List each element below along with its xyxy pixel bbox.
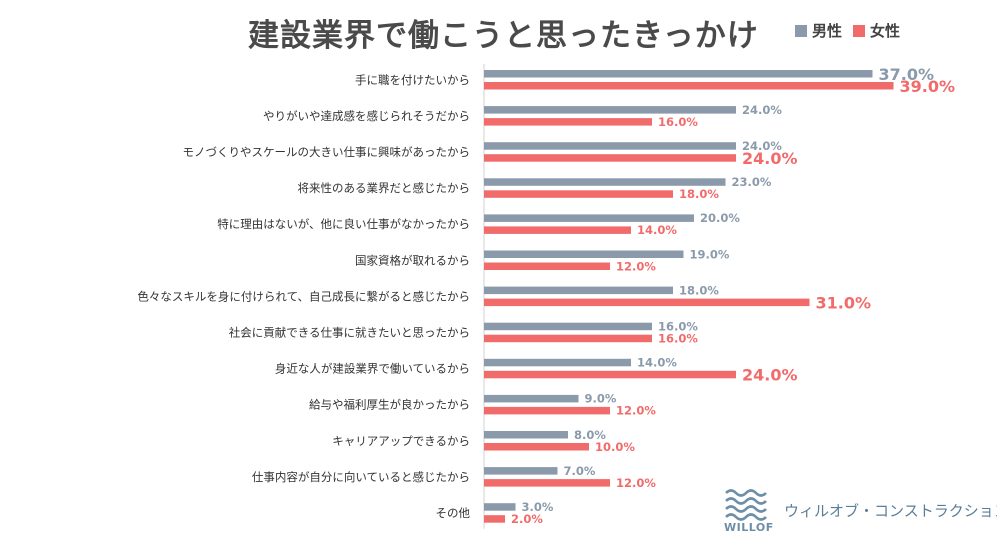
brand-logo: WILLOF ウィルオブ・コンストラクション [720,487,997,535]
data-label-female: 24.0% [742,149,798,168]
category-label: キャリアアップできるから [332,434,470,448]
data-label-male: 9.0% [585,392,617,406]
bar-female [484,443,589,451]
brand-name: ウィルオブ・コンストラクション [784,502,997,520]
category-label: その他 [436,506,471,520]
legend-item-female: 女性 [853,20,900,40]
bar-female [484,515,505,523]
data-label-female: 24.0% [742,366,798,385]
legend-swatch-male [795,25,807,37]
category-label: 給与や福利厚生が良かったから [309,398,470,412]
legend-item-male: 男性 [795,20,842,40]
chart-title: 建設業界で働こうと思ったきっかけ [248,18,759,54]
data-label-female: 12.0% [616,404,656,418]
category-label: やりがいや達成感を感じられそうだから [263,109,470,123]
bar-female [484,298,810,307]
bar-male [484,250,684,258]
data-label-male: 7.0% [564,464,596,478]
bar-male [484,503,516,511]
data-label-male: 3.0% [522,500,554,514]
category-label: 手に職を付けたいから [355,73,470,87]
data-label-male: 20.0% [700,211,740,225]
bar-female [484,226,631,234]
data-label-male: 37.0% [879,65,935,84]
data-label-male: 19.0% [690,247,730,261]
bar-female [484,334,652,343]
category-label: モノづくりやスケールの大きい仕事に興味があったから [183,145,471,159]
wave-logo-icon [725,489,767,521]
bar-male [484,214,694,222]
data-label-male: 23.0% [732,175,772,189]
category-label: 色々なスキルを身に付けられて、自己成長に繋がると感じたから [137,289,470,303]
brand-wordmark: WILLOF [724,521,774,534]
legend-label-female: 女性 [870,22,901,40]
data-label-male: 24.0% [742,103,782,117]
category-label: 身近な人が建設業界で働いているから [275,362,470,376]
bar-male [484,70,873,78]
bar-female [484,82,894,90]
bar-male [484,394,579,403]
category-label: 国家資格が取れるから [355,253,470,267]
bar-male [484,142,736,150]
bar-female [484,406,610,415]
bar-female [484,370,736,379]
legend-swatch-female [853,25,865,37]
data-label-male: 8.0% [574,428,606,442]
data-label-female: 18.0% [679,187,719,201]
data-label-male: 16.0% [658,319,698,333]
data-label-female: 16.0% [658,115,698,129]
bar-female [484,118,652,126]
category-label: 将来性のある業界だと感じたから [298,181,471,195]
category-label: 社会に貢献できる仕事に就きたいと思ったから [229,325,470,339]
data-label-female: 10.0% [595,440,635,454]
data-label-male: 24.0% [742,139,782,153]
data-label-male: 14.0% [637,356,677,370]
bar-female [484,479,610,487]
data-label-male: 18.0% [679,283,719,297]
data-label-female: 12.0% [616,259,656,273]
bar-female [484,154,736,162]
data-label-female: 31.0% [816,293,872,312]
category-label: 特に理由はないが、他に良い仕事がなかったから [217,217,470,231]
bar-female [484,190,673,198]
category-label: 仕事内容が自分に向いていると感じたから [252,470,470,484]
data-label-female: 14.0% [637,223,677,237]
bar-male [484,358,631,367]
bar-male [484,467,558,475]
bar-male [484,322,652,331]
bar-male [484,178,726,186]
data-label-female: 39.0% [900,77,956,96]
data-label-female: 16.0% [658,331,698,345]
data-label-female: 12.0% [616,476,656,490]
bar-male [484,106,736,114]
bar-female [484,262,610,270]
legend-label-male: 男性 [812,22,843,40]
data-label-female: 2.0% [511,512,543,526]
bar-male [484,431,568,439]
bar-male [484,286,673,295]
